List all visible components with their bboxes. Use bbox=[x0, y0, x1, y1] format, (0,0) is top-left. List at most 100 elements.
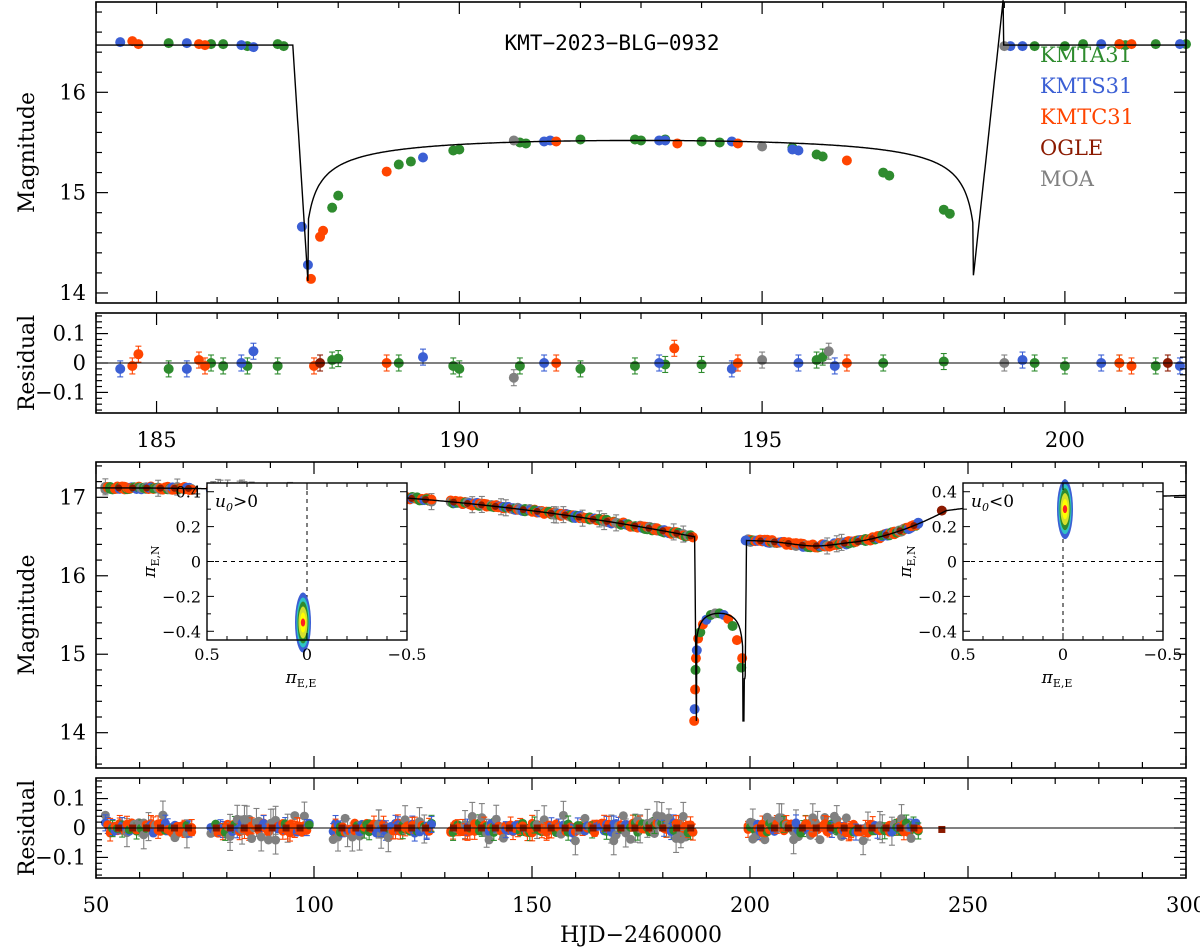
data-point-kmta31 bbox=[454, 144, 465, 155]
data-point-kmta31 bbox=[1150, 39, 1161, 50]
x-tick-label: 100 bbox=[294, 893, 334, 917]
data-point-moa bbox=[757, 141, 768, 152]
data-point-kmta31 bbox=[1078, 39, 1089, 50]
inset-x-tick-label: 0.5 bbox=[950, 645, 975, 664]
residual-point-kmta31 bbox=[629, 360, 640, 371]
residual-point-kmta31 bbox=[1150, 360, 1161, 371]
x-axis-label: HJD−2460000 bbox=[560, 923, 722, 947]
inset-x-label: πE,E bbox=[1041, 668, 1073, 690]
inset-annotation: u0<0 bbox=[971, 492, 1014, 514]
residual-point-ogle bbox=[938, 825, 946, 833]
data-point-kmtc31 bbox=[732, 138, 743, 149]
x-tick-label: 50 bbox=[83, 893, 110, 917]
x-tick-label: 200 bbox=[730, 893, 770, 917]
x-tick-label: 150 bbox=[512, 893, 552, 917]
inset-x-tick-label: −0.5 bbox=[388, 645, 427, 664]
residual-point bbox=[467, 811, 477, 821]
y-tick-label: −0.1 bbox=[35, 380, 86, 404]
residual-point bbox=[841, 813, 851, 823]
data-point-kmtc31 bbox=[841, 155, 852, 166]
y-tick-label: 16 bbox=[59, 564, 86, 588]
residual-point bbox=[580, 813, 590, 823]
legend-entry-kmta31: KMTA31 bbox=[1040, 43, 1132, 67]
residual-point bbox=[657, 812, 667, 822]
data-point-kmta31 bbox=[817, 151, 828, 162]
residual-point bbox=[791, 818, 801, 828]
posterior-contour bbox=[300, 618, 306, 627]
y-axis-label: Magnitude bbox=[15, 554, 40, 675]
inset-y-tick-label: 0.2 bbox=[176, 518, 201, 537]
residual-point-kmta31 bbox=[938, 356, 949, 367]
residual-point bbox=[271, 835, 281, 845]
model-curve-top bbox=[96, 0, 1186, 281]
residual-point-kmtc31 bbox=[133, 349, 144, 360]
data-point-kmts31 bbox=[296, 221, 307, 232]
residual-point-kmta31 bbox=[163, 363, 174, 374]
data-point-kmts31 bbox=[793, 145, 804, 156]
y-axis-label: Residual bbox=[15, 315, 40, 411]
residual-point bbox=[299, 811, 309, 821]
residual-point-kmts31 bbox=[248, 346, 259, 357]
data-point-peak bbox=[736, 662, 747, 673]
legend-entry-kmtc31: KMTC31 bbox=[1040, 105, 1134, 129]
data-point-kmta31 bbox=[218, 39, 229, 50]
residual-point-moa bbox=[823, 346, 834, 357]
residual-point bbox=[484, 835, 494, 845]
residual-point bbox=[558, 810, 568, 820]
x-tick-label: 250 bbox=[948, 893, 988, 917]
inset-y-tick-label: −0.4 bbox=[918, 622, 957, 641]
residual-point-kmts31 bbox=[418, 352, 428, 363]
data-point-peak bbox=[936, 505, 947, 516]
data-point-kmta31 bbox=[575, 134, 586, 145]
residual-point bbox=[427, 819, 437, 829]
y-axis-label: Magnitude bbox=[15, 92, 40, 213]
legend-entry-moa: MOA bbox=[1040, 167, 1095, 191]
y-tick-label: 14 bbox=[59, 721, 86, 745]
residual-point bbox=[618, 811, 628, 821]
data-point-kmta31 bbox=[1029, 41, 1040, 52]
x-tick-label: 300 bbox=[1166, 893, 1200, 917]
y-tick-label: 0.1 bbox=[53, 787, 86, 811]
residual-point-kmtc31 bbox=[669, 343, 680, 354]
y-tick-label: 0 bbox=[73, 816, 86, 840]
residual-point-kmta31 bbox=[272, 360, 283, 371]
y-tick-label: −0.1 bbox=[35, 845, 86, 869]
data-point-kmta31 bbox=[163, 38, 174, 49]
inset-y-tick-label: −0.2 bbox=[918, 587, 957, 606]
residual-point-kmta31 bbox=[575, 363, 586, 374]
data-point-kmtc31 bbox=[133, 39, 144, 50]
data-point-peak bbox=[689, 715, 700, 726]
inset-y-tick-label: −0.2 bbox=[162, 587, 201, 606]
y-tick-label: 0 bbox=[73, 351, 86, 375]
residual-point-kmta31 bbox=[1059, 360, 1070, 371]
inset-x-tick-label: 0 bbox=[1058, 645, 1068, 664]
residual-point bbox=[383, 833, 393, 843]
residual-point-kmtc31 bbox=[1126, 360, 1137, 371]
inset-annotation: u0>0 bbox=[215, 492, 258, 514]
residual-point-kmta31 bbox=[696, 359, 707, 370]
data-point-kmta31 bbox=[714, 137, 725, 148]
residual-point-kmta31 bbox=[454, 363, 465, 374]
residual-point bbox=[858, 836, 868, 846]
data-point-moa bbox=[508, 135, 519, 146]
x-tick-label: 190 bbox=[439, 428, 479, 452]
residual-point-kmtc31 bbox=[200, 360, 210, 371]
inset-x-label: πE,E bbox=[285, 668, 317, 690]
y-axis-label: Residual bbox=[15, 780, 40, 876]
data-point-kmta31 bbox=[884, 170, 895, 181]
inset-y-tick-label: 0.4 bbox=[932, 483, 957, 502]
data-point-peak bbox=[731, 635, 742, 646]
residual-point bbox=[247, 834, 257, 844]
inset-y-tick-label: 0.4 bbox=[176, 483, 201, 502]
legend-entry-ogle: OGLE bbox=[1040, 136, 1103, 160]
x-tick-label: 185 bbox=[137, 428, 177, 452]
bottom-lightcurve-frame bbox=[95, 461, 1187, 769]
y-tick-label: 15 bbox=[59, 642, 86, 666]
data-point-kmta31 bbox=[405, 156, 416, 167]
residual-point bbox=[678, 811, 688, 821]
data-point-peak bbox=[690, 684, 701, 695]
data-point-kmta31 bbox=[278, 41, 289, 52]
inset-x-tick-label: 0 bbox=[302, 645, 312, 664]
inset-y-label: πE,N bbox=[140, 545, 162, 579]
